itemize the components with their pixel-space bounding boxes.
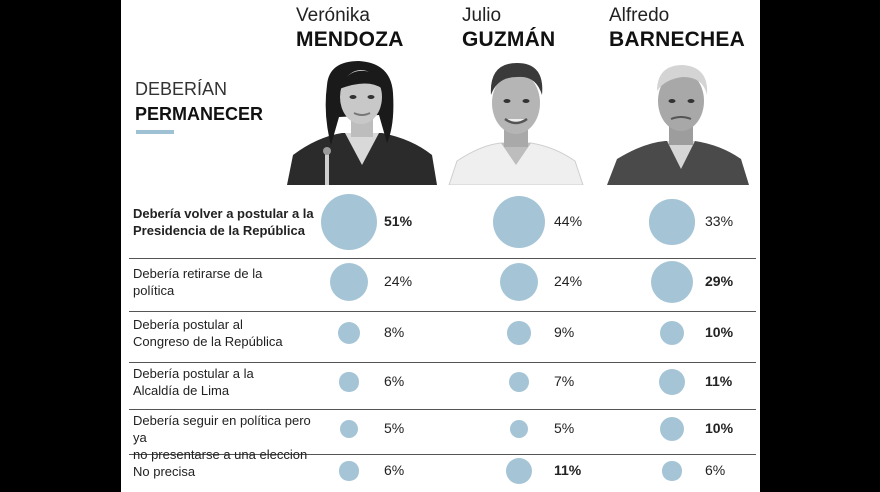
data-label: 44%: [554, 213, 583, 229]
chart-panel: DEBERÍAN PERMANECER Verónika MENDOZA Jul…: [121, 0, 760, 492]
bubble-barnechea: [659, 320, 685, 346]
row-label-line: No precisa: [133, 463, 196, 479]
bubble-guzmán: [510, 420, 528, 438]
row-label-line: no presentarse a una eleccion: [133, 447, 308, 462]
bubble-mendoza: [339, 372, 359, 392]
bubble-barnechea: [650, 260, 694, 304]
data-label: 6%: [384, 462, 405, 478]
row-label: No precisa: [133, 463, 323, 480]
candidate-2-last-name: GUZMÁN: [462, 28, 556, 51]
title-line-2: PERMANECER: [135, 104, 264, 124]
data-label: 10%: [705, 420, 734, 436]
bubble-mendoza: [321, 194, 377, 250]
bubble-guzmán: [499, 262, 539, 302]
bubble-barnechea: [658, 368, 685, 395]
row-separator: [129, 258, 756, 259]
row-label-line: Debería postular al: [133, 317, 243, 332]
row-label-line: Debería postular a la: [133, 366, 254, 381]
data-label: 5%: [554, 420, 575, 436]
row-label-line: política: [133, 283, 175, 298]
bubble-guzmán: [505, 457, 532, 484]
row-label-line: Debería seguir en política pero ya: [133, 413, 311, 445]
row-label: Debería postular al Congreso de la Repúbl…: [133, 316, 323, 350]
row-label: Debería postular a la Alcaldía de Lima: [133, 365, 323, 399]
older-man-portrait-icon: [603, 55, 753, 185]
bubble-mendoza: [329, 262, 369, 302]
row-label-line: Presidencia de la República: [133, 223, 305, 238]
data-label: 11%: [554, 462, 582, 478]
man-portrait-icon: [441, 55, 591, 185]
data-label: 5%: [384, 420, 405, 436]
bubble-guzmán: [508, 371, 530, 393]
candidate-1-first-name: Verónika: [296, 5, 370, 26]
title-accent-bar: [136, 130, 174, 134]
bubble-barnechea: [649, 199, 695, 245]
data-label: 9%: [554, 324, 575, 340]
bubble-mendoza: [340, 420, 358, 438]
candidate-3-first-name: Alfredo: [609, 5, 670, 26]
row-separator: [129, 311, 756, 312]
woman-portrait-icon: [287, 55, 437, 185]
row-label: Debería seguir en política pero ya no pre…: [133, 412, 323, 463]
data-label: 29%: [705, 273, 734, 289]
data-label: 24%: [384, 273, 413, 289]
row-label-line: Alcaldía de Lima: [133, 383, 230, 398]
candidate-3-last-name: BARNECHEA: [609, 28, 745, 51]
row-separator: [129, 454, 756, 455]
bubble-barnechea: [662, 461, 682, 481]
data-label: 7%: [554, 373, 575, 389]
data-label: 51%: [384, 213, 413, 229]
title-line-1: DEBERÍAN: [135, 79, 228, 99]
bubble-guzmán: [507, 321, 531, 345]
bubble-mendoza: [339, 461, 359, 481]
candidate-2-first-name: Julio: [462, 5, 502, 26]
candidate-1-last-name: MENDOZA: [296, 28, 404, 51]
data-label: 6%: [384, 373, 405, 389]
data-label: 11%: [705, 373, 733, 389]
data-label: 6%: [705, 462, 726, 478]
row-label: Debería volver a postular a la Presidenci…: [133, 205, 323, 239]
row-label: Debería retirarse de la política: [133, 265, 323, 299]
data-label: 24%: [554, 273, 583, 289]
data-label: 33%: [705, 213, 734, 229]
bubble-guzmán: [492, 195, 545, 248]
row-label-line: Debería volver a postular a la: [133, 206, 314, 221]
data-label: 8%: [384, 324, 405, 340]
row-label-line: Congreso de la República: [133, 334, 283, 349]
bubble-mendoza: [337, 321, 361, 345]
row-separator: [129, 362, 756, 363]
row-label-line: Debería retirarse de la: [133, 266, 263, 281]
row-separator: [129, 409, 756, 410]
bubble-barnechea: [659, 416, 685, 442]
data-label: 10%: [705, 324, 734, 340]
